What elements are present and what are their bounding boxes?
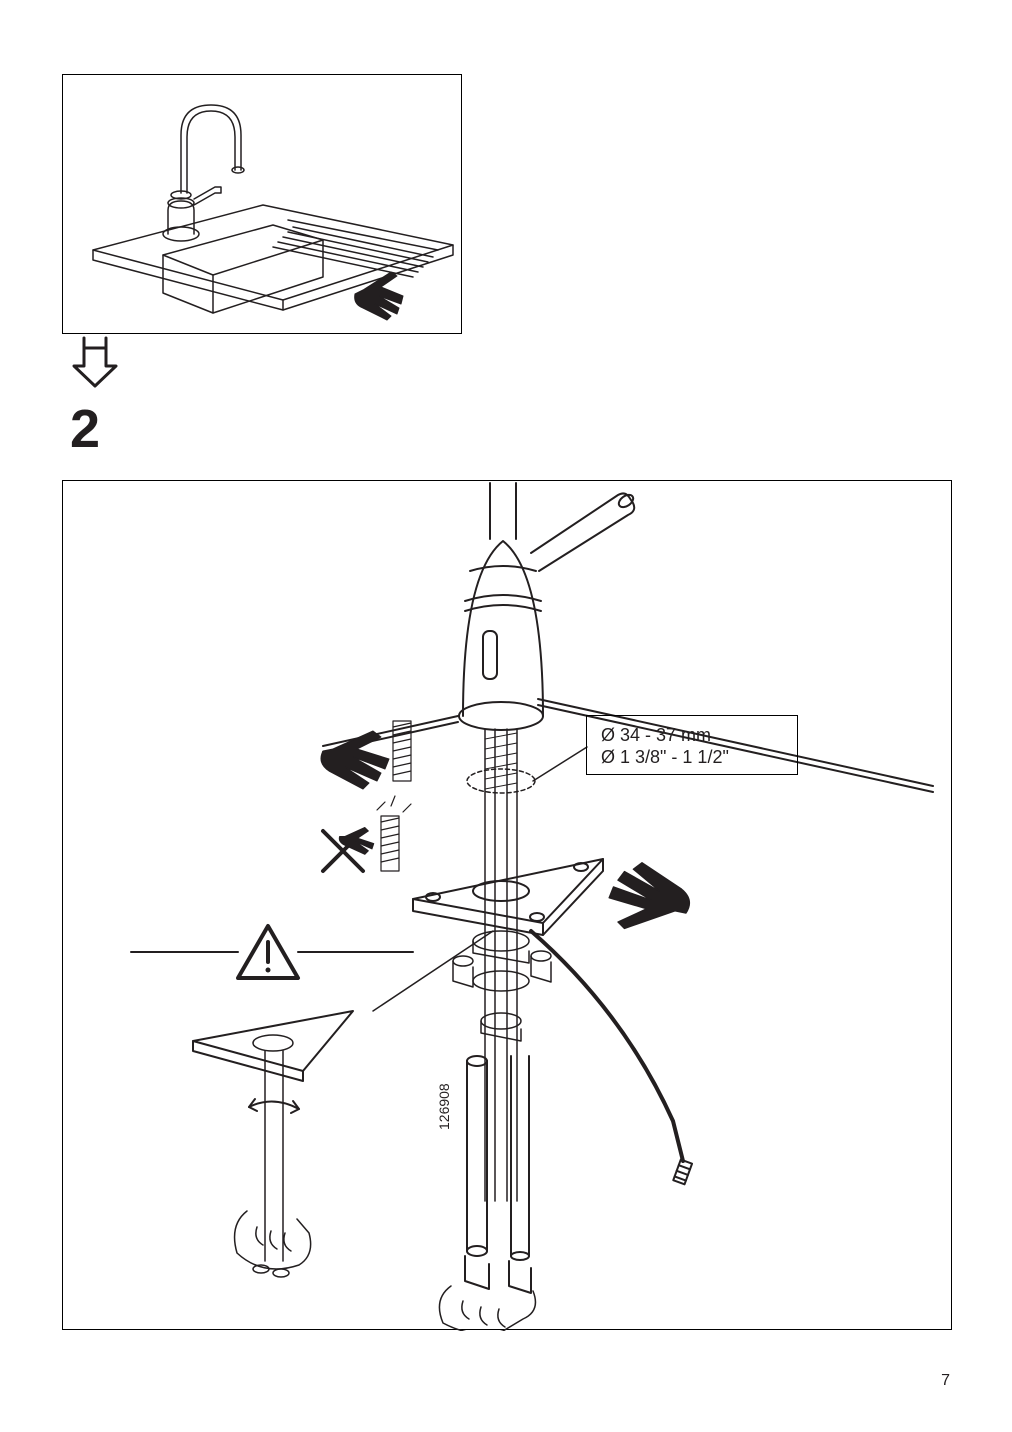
hole-diameter-spec: Ø 34 - 37 mm Ø 1 3/8" - 1 1/2" [586,715,798,775]
faucet-installation-illustration [63,481,953,1331]
overview-panel [62,74,462,334]
page-number: 7 [941,1372,950,1390]
step-number: 2 [70,398,100,460]
part-number-label: 126908 [436,1083,452,1130]
main-assembly-panel [62,480,952,1330]
diameter-mm: Ø 34 - 37 mm [601,724,783,746]
sink-faucet-overview-illustration [63,75,463,335]
diameter-inches: Ø 1 3/8" - 1 1/2" [601,746,783,768]
down-arrow-icon [70,332,120,392]
instruction-page: 2 [0,0,1012,1432]
